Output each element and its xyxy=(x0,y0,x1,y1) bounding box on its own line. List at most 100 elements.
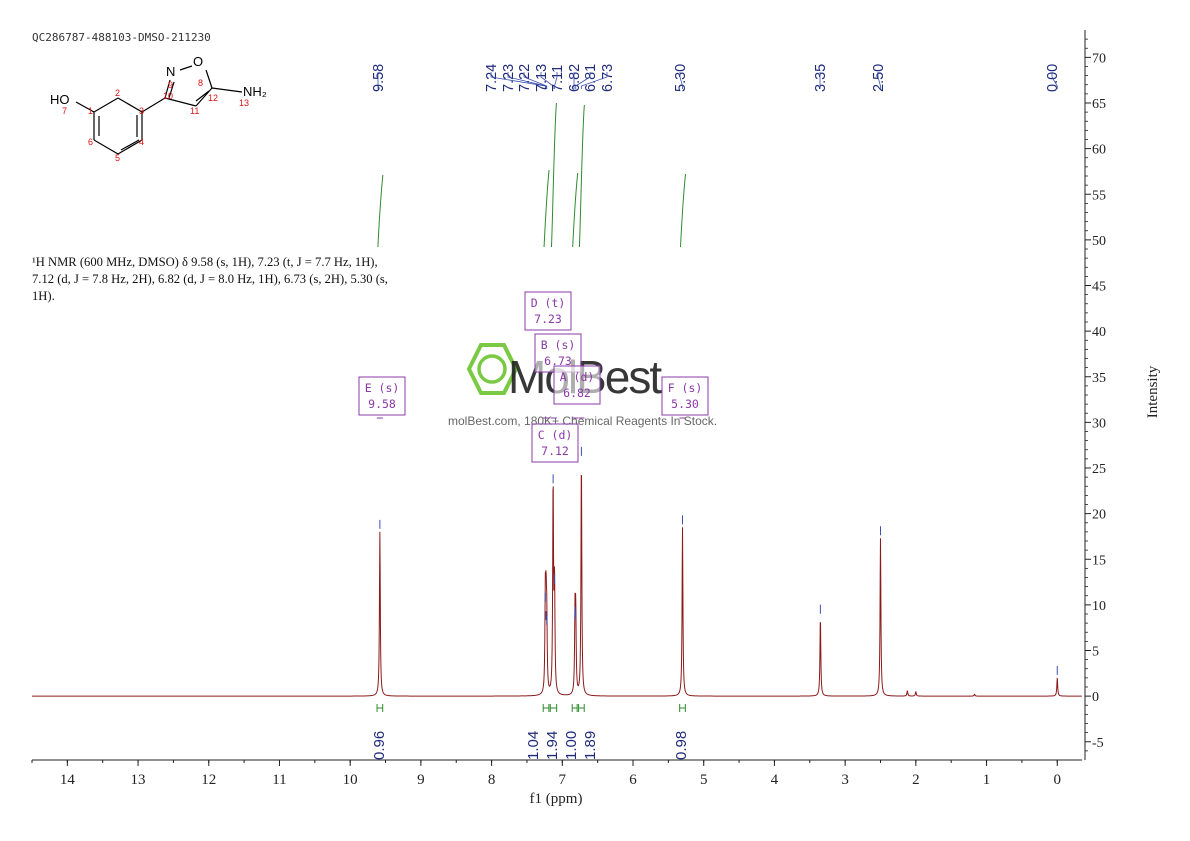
x-tick-label: 14 xyxy=(60,772,76,788)
x-tick-label: 2 xyxy=(912,772,920,788)
integral-curve xyxy=(550,102,557,248)
integral-curve xyxy=(377,174,384,248)
molbest-logo-ring xyxy=(477,354,507,384)
y-tick-label: 25 xyxy=(1092,462,1106,477)
integral-label: 1.04 xyxy=(525,731,542,760)
multiplet-name: C (d) xyxy=(538,428,573,442)
peak-label: 6.73 xyxy=(600,64,616,92)
peak-label: 9.58 xyxy=(371,64,387,92)
peak-label: 7.24 xyxy=(484,64,500,92)
multiplet-name: B (s) xyxy=(541,338,576,352)
atom-num: 2 xyxy=(115,88,120,98)
multiplet-shift: 7.23 xyxy=(534,312,562,326)
x-tick-label: 4 xyxy=(771,772,779,788)
atom-o: O xyxy=(193,54,203,69)
peak-leader xyxy=(490,72,546,89)
integral-label: 1.94 xyxy=(544,731,561,760)
x-tick-label: 11 xyxy=(272,772,286,788)
peak-leader xyxy=(580,72,608,89)
plot-area: 9.58 7.24 7.23 7.22 7.13 7.11 6.82 6.81 6.73 5.30… xyxy=(32,64,1082,760)
x-tick-label: 5 xyxy=(700,772,708,788)
atom-num: 9 xyxy=(168,80,173,90)
atom-num: 7 xyxy=(62,106,67,116)
multiplet-shift: 5.30 xyxy=(671,397,699,411)
atom-num: 10 xyxy=(163,91,173,101)
atom-num: 4 xyxy=(139,137,144,147)
peak-label: 3.35 xyxy=(813,64,829,92)
integral-label: 0.96 xyxy=(371,731,388,760)
y-tick-label: 5 xyxy=(1092,645,1099,660)
nmr-description: ¹H NMR (600 MHz, DMSO) δ 9.58 (s, 1H), 7… xyxy=(32,255,388,303)
atom-n: N xyxy=(166,64,175,79)
x-tick-label: 10 xyxy=(343,772,358,788)
y-tick-label: 0 xyxy=(1092,690,1099,705)
atom-nh2: NH₂ xyxy=(243,84,267,99)
atom-num: 6 xyxy=(88,137,93,147)
multiplet-name: A (d) xyxy=(560,370,595,384)
peak-label: 0.00 xyxy=(1045,64,1061,92)
x-tick-label: 0 xyxy=(1054,772,1062,788)
peak-leader xyxy=(575,72,591,89)
y-axis-title: Intensity xyxy=(1145,365,1161,418)
peak-label: 6.81 xyxy=(583,64,599,92)
y-tick-label: 35 xyxy=(1092,371,1106,386)
multiplet-box xyxy=(531,423,579,463)
integral-label: 1.00 xyxy=(563,731,580,760)
x-tick-label: 7 xyxy=(559,772,567,788)
y-tick-label: 30 xyxy=(1092,416,1106,431)
atom-num: 8 xyxy=(198,78,203,88)
peak-leader xyxy=(523,72,548,89)
peak-leader xyxy=(1051,72,1058,89)
atom-ho: HO xyxy=(50,92,70,107)
y-tick-label: 45 xyxy=(1092,280,1106,295)
atom-num: 1 xyxy=(88,106,93,116)
molbest-tagline: molBest.com, 180K+ Chemical Reagents In … xyxy=(448,414,717,428)
y-tick-label: 20 xyxy=(1092,508,1106,523)
x-tick-label: 12 xyxy=(201,772,216,788)
spectrum-line xyxy=(32,474,1082,697)
y-tick-label: 65 xyxy=(1092,97,1106,112)
x-tick-label: 6 xyxy=(629,772,637,788)
peak-leader xyxy=(540,72,554,89)
atom-num: 3 xyxy=(139,106,144,116)
peak-label: 7.22 xyxy=(517,64,533,92)
molecule-structure xyxy=(75,65,243,155)
x-tick-label: 8 xyxy=(488,772,496,788)
multiplet-shift: 7.12 xyxy=(541,444,569,458)
integral-curve xyxy=(572,172,579,248)
x-tick-label: 9 xyxy=(417,772,425,788)
atom-num: 12 xyxy=(208,93,218,103)
integral-label: 1.89 xyxy=(582,731,599,760)
multiplet-boxes: E (s) 9.58 D (t) 7.23 B (s) 6.73 A (d) 6.82 C (d… xyxy=(358,291,709,463)
y-tick-label: 60 xyxy=(1092,143,1106,158)
peak-leader xyxy=(679,72,683,89)
y-tick-label: 40 xyxy=(1092,325,1106,340)
multiplet-shift: 6.82 xyxy=(563,386,591,400)
multiplet-shift: 9.58 xyxy=(368,397,396,411)
y-tick-label: -5 xyxy=(1092,736,1104,751)
x-tick-label: 1 xyxy=(983,772,991,788)
x-tick-label: 13 xyxy=(131,772,146,788)
peak-label: 6.82 xyxy=(567,64,583,92)
multiplet-box xyxy=(358,376,406,416)
atom-num: 11 xyxy=(190,106,199,116)
peak-leader xyxy=(554,72,558,89)
atom-num: 5 xyxy=(115,153,120,163)
peak-label: 5.30 xyxy=(673,64,689,92)
y-tick-label: 70 xyxy=(1092,51,1106,66)
multiplet-shift: 6.73 xyxy=(544,354,572,368)
peak-label: 7.23 xyxy=(501,64,517,92)
integral-curve xyxy=(543,169,550,248)
integral-curve xyxy=(578,104,585,248)
peak-leader xyxy=(877,72,881,89)
multiplet-box xyxy=(553,365,601,405)
multiplet-box xyxy=(661,376,709,416)
multiplet-box xyxy=(524,291,572,331)
peak-label: 7.11 xyxy=(550,65,566,92)
integral-curve xyxy=(680,173,687,248)
integral-label: 0.98 xyxy=(673,731,690,760)
y-tick-label: 50 xyxy=(1092,234,1106,249)
y-tick-label: 55 xyxy=(1092,188,1106,203)
sample-id: QC286787-488103-DMSO-211230 xyxy=(32,31,211,44)
